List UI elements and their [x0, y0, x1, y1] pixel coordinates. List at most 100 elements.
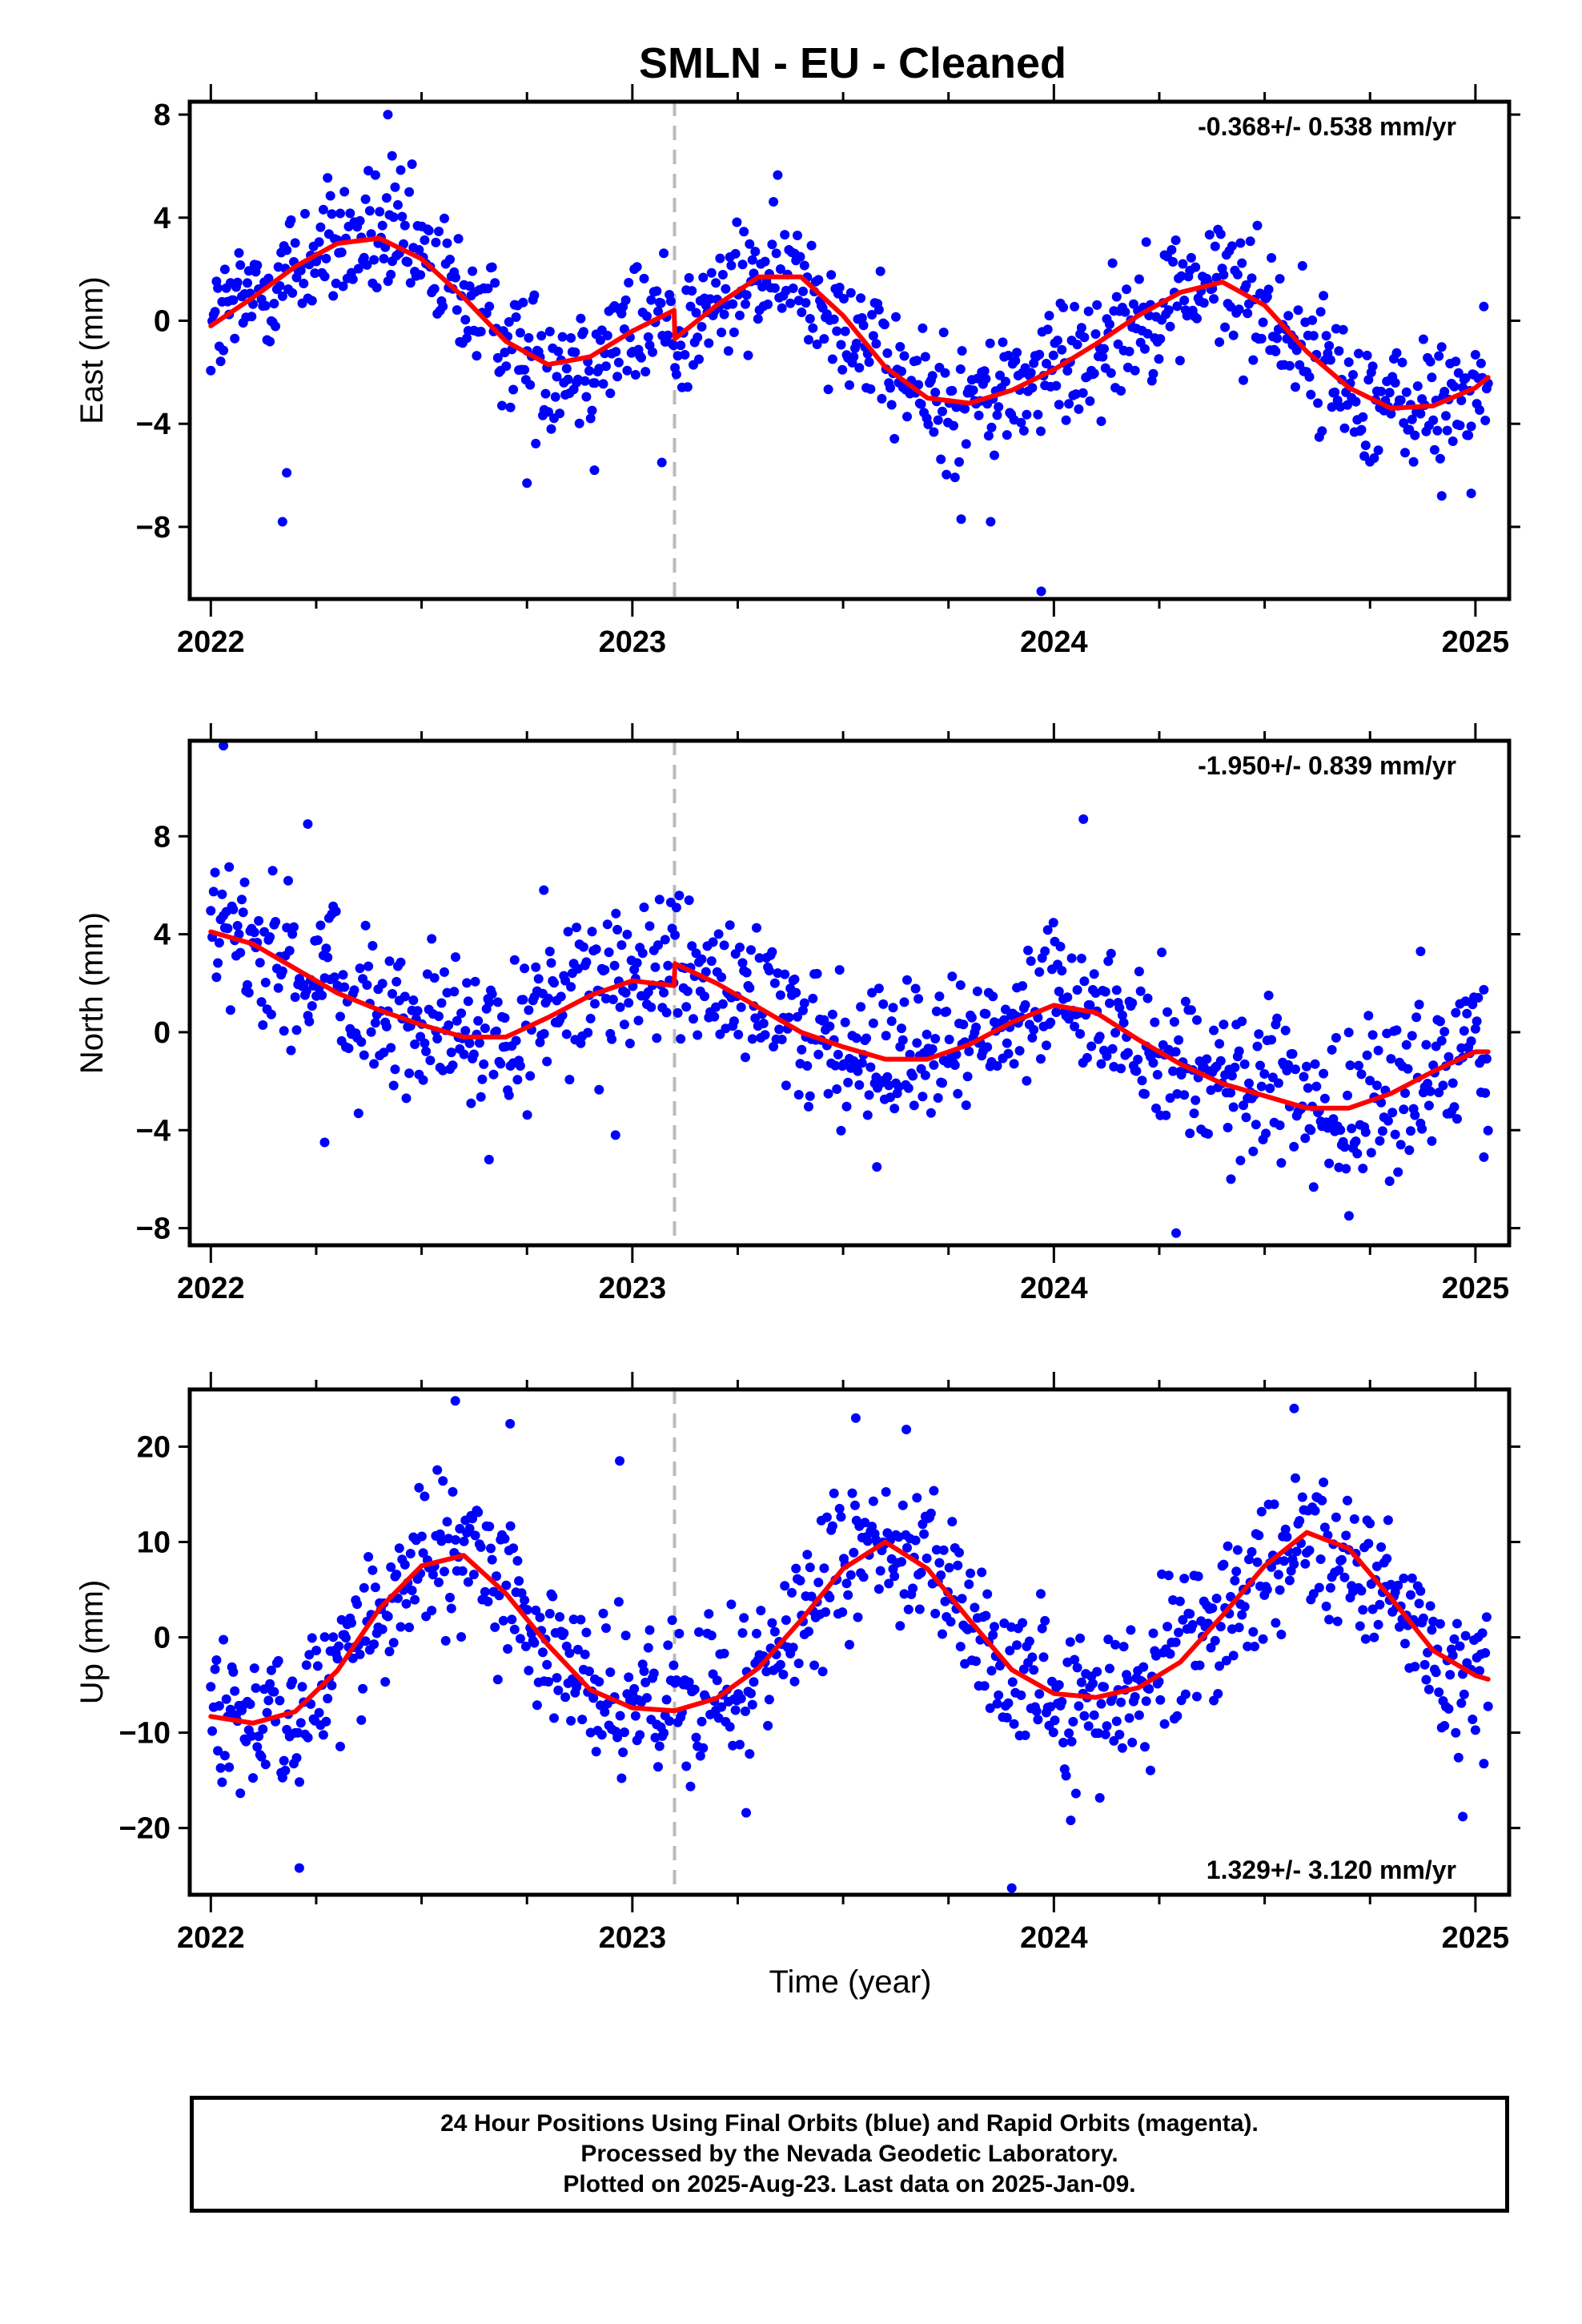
data-point	[349, 985, 359, 995]
data-point	[511, 312, 521, 322]
data-point	[546, 958, 556, 968]
outlier-point	[901, 1425, 912, 1435]
data-point	[1117, 1743, 1127, 1753]
data-point	[1284, 1575, 1295, 1586]
data-point	[1295, 1516, 1305, 1526]
data-point	[263, 1695, 274, 1706]
data-point	[1244, 1554, 1254, 1565]
data-point	[446, 1047, 456, 1058]
data-point	[379, 254, 389, 263]
data-point	[873, 983, 884, 994]
data-point	[889, 433, 900, 444]
data-point	[594, 1084, 604, 1095]
data-point	[1207, 1603, 1218, 1614]
data-point	[858, 320, 869, 331]
data-point	[1453, 1752, 1464, 1763]
data-point	[775, 990, 785, 1000]
data-point	[769, 978, 780, 988]
data-point	[206, 365, 216, 376]
data-point	[572, 923, 582, 933]
data-point	[1401, 1039, 1411, 1050]
data-point	[1124, 1713, 1134, 1723]
data-point	[1441, 411, 1451, 421]
data-point	[1445, 1670, 1456, 1680]
data-point	[422, 969, 432, 979]
data-point	[1227, 241, 1237, 251]
data-point	[1256, 1506, 1267, 1517]
data-point	[1255, 1060, 1265, 1071]
data-point	[561, 364, 572, 374]
data-point	[1040, 946, 1050, 956]
data-point	[520, 1641, 531, 1651]
data-point	[1435, 1016, 1445, 1027]
data-point	[760, 1030, 770, 1040]
data-point	[369, 1639, 379, 1650]
data-point	[355, 963, 365, 974]
data-point	[1082, 1052, 1092, 1063]
x-tick-label: 2025	[1442, 1272, 1510, 1305]
data-point	[366, 1027, 376, 1037]
data-point	[700, 991, 709, 1002]
data-point	[698, 1743, 709, 1753]
data-point	[632, 958, 642, 968]
data-point	[1256, 1081, 1267, 1092]
data-point	[1053, 336, 1062, 346]
data-point	[1336, 1554, 1347, 1565]
data-point	[455, 1523, 465, 1534]
data-point	[616, 1773, 627, 1783]
data-point	[836, 1512, 846, 1522]
data-point	[1332, 1616, 1343, 1626]
data-point	[652, 1033, 662, 1043]
data-point	[622, 929, 632, 939]
data-point	[1366, 1148, 1376, 1158]
data-point	[1230, 1575, 1240, 1586]
data-point	[1202, 1054, 1212, 1064]
data-point	[263, 273, 274, 283]
data-point	[544, 407, 553, 417]
data-point	[1415, 1586, 1426, 1596]
data-point	[745, 239, 755, 249]
data-point	[930, 388, 941, 398]
data-point	[813, 1578, 824, 1587]
data-point	[795, 1575, 805, 1586]
data-point	[1120, 307, 1130, 317]
data-point	[777, 1035, 787, 1044]
data-point	[1054, 987, 1064, 996]
data-point	[1193, 1571, 1203, 1582]
data-point	[612, 372, 623, 382]
data-point	[394, 1543, 404, 1554]
footer-line-2: Processed by the Nevada Geodetic Laborat…	[580, 2141, 1118, 2167]
data-point	[492, 1571, 501, 1582]
data-point	[674, 1628, 685, 1638]
outlier-point	[383, 110, 393, 120]
data-point	[1192, 1691, 1202, 1702]
data-point	[1371, 1080, 1382, 1091]
data-point	[243, 979, 252, 990]
outlier-point	[1078, 814, 1089, 824]
data-point	[854, 363, 865, 373]
data-point	[919, 1529, 930, 1539]
data-point	[845, 380, 854, 390]
data-point	[601, 994, 611, 1003]
data-point	[262, 1707, 272, 1718]
data-point	[566, 1715, 576, 1726]
data-point	[706, 1630, 717, 1641]
data-point	[1408, 456, 1419, 467]
data-point	[882, 348, 893, 358]
data-point	[504, 1090, 514, 1100]
data-point	[1256, 333, 1267, 344]
data-point	[1354, 348, 1363, 359]
data-point	[1127, 1737, 1138, 1747]
data-point	[544, 327, 555, 336]
data-point	[1297, 1492, 1307, 1502]
data-point	[505, 1521, 516, 1531]
data-point	[1456, 396, 1467, 405]
data-point	[920, 352, 930, 362]
data-point	[544, 1609, 555, 1618]
data-point	[612, 924, 623, 935]
data-point	[594, 1677, 604, 1687]
data-point	[225, 1005, 235, 1015]
data-point	[254, 1731, 264, 1742]
data-point	[335, 208, 345, 219]
data-point	[336, 247, 347, 258]
